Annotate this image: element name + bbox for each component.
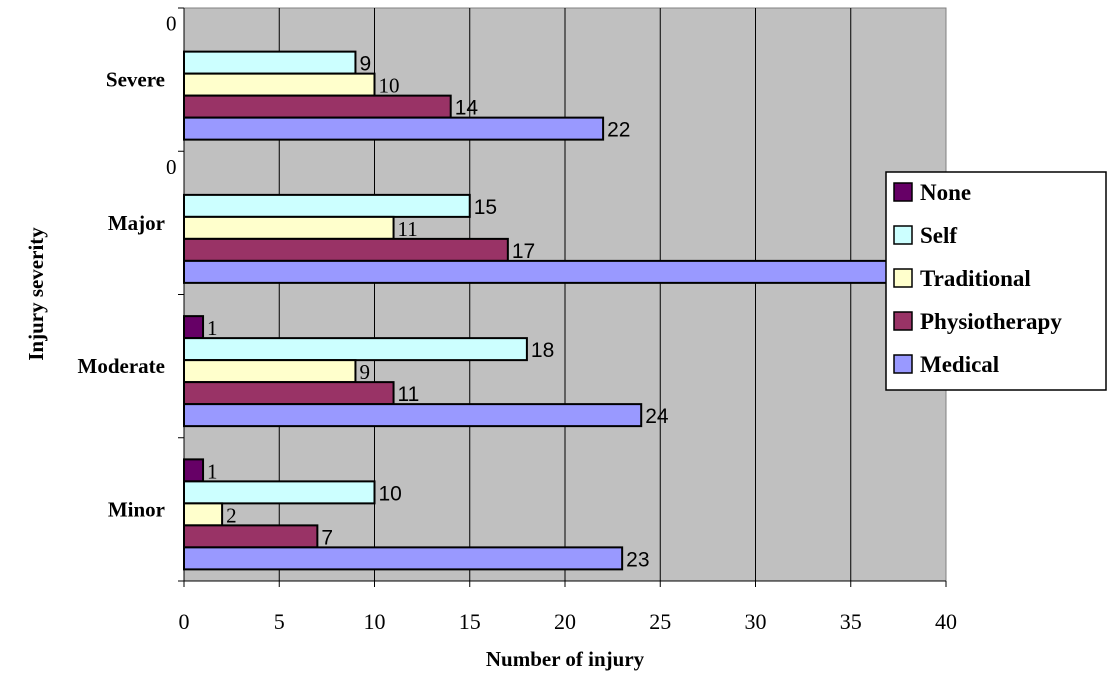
y-axis-title: Injury severity	[24, 227, 48, 361]
bar-none-moderate	[183, 315, 205, 340]
bar-self-severe	[183, 50, 357, 75]
bar-traditional-moderate	[183, 359, 357, 384]
axes	[183, 8, 946, 582]
data-label: 11	[398, 217, 418, 241]
bar-medical-moderate	[183, 403, 643, 428]
legend: None Self Traditional Physiotherapy Medical	[885, 171, 1107, 391]
x-tick-label: 5	[274, 609, 285, 634]
data-label: 15	[474, 196, 497, 219]
data-label: 1	[207, 316, 218, 340]
x-axis-title: Number of injury	[486, 647, 645, 671]
data-label: 1	[207, 459, 218, 483]
legend-swatch-traditional	[893, 268, 913, 288]
x-tick-labels: 0 5 10 15 20 25 30 35 40	[179, 609, 958, 634]
x-tick-label: 35	[840, 609, 862, 634]
bar-self-moderate	[183, 337, 528, 362]
data-labels: 11027231189112401511173809101422	[166, 12, 935, 572]
bar-medical-major	[183, 259, 909, 284]
category-label-minor: Minor	[108, 497, 165, 521]
bar-self-minor	[183, 480, 376, 505]
category-label-major: Major	[108, 211, 165, 235]
x-tick-label: 30	[745, 609, 767, 634]
legend-box	[885, 171, 1107, 391]
data-label: 17	[512, 240, 535, 263]
x-tick-label: 20	[554, 609, 576, 634]
bar-none-minor	[183, 458, 205, 483]
data-label: 0	[166, 155, 177, 179]
data-label: 14	[455, 97, 479, 120]
bar-medical-severe	[183, 116, 605, 141]
legend-swatch-physiotherapy	[893, 311, 913, 331]
bar-physiotherapy-major	[183, 237, 509, 262]
legend-label-none: None	[920, 180, 971, 205]
data-label: 23	[626, 548, 649, 571]
x-tick-label: 0	[179, 609, 190, 634]
data-label: 9	[359, 360, 370, 384]
legend-label-physiotherapy: Physiotherapy	[920, 309, 1062, 334]
bar-physiotherapy-minor	[183, 524, 319, 549]
data-label: 22	[607, 119, 630, 142]
bar-physiotherapy-moderate	[183, 381, 395, 406]
data-label: 0	[166, 12, 177, 36]
bar-physiotherapy-severe	[183, 94, 452, 119]
x-tick-label: 10	[364, 609, 386, 634]
data-label: 11	[398, 383, 420, 406]
x-tick-label: 15	[459, 609, 481, 634]
category-label-severe: Severe	[106, 68, 165, 92]
data-label: 7	[321, 526, 333, 549]
category-label-moderate: Moderate	[78, 354, 165, 378]
legend-swatch-self	[893, 225, 913, 245]
bar-medical-minor	[183, 546, 624, 571]
data-label: 2	[226, 503, 237, 527]
bar-traditional-severe	[183, 72, 376, 97]
data-label: 9	[359, 53, 371, 76]
bars	[183, 50, 909, 571]
data-label: 10	[379, 482, 402, 505]
legend-label-self: Self	[920, 223, 957, 248]
data-label: 18	[531, 339, 554, 362]
x-tick-label: 40	[935, 609, 957, 634]
category-labels: Minor Moderate Major Severe	[78, 68, 165, 522]
bar-traditional-minor	[183, 502, 224, 527]
legend-label-medical: Medical	[920, 352, 999, 377]
legend-swatch-none	[893, 182, 913, 202]
legend-label-traditional: Traditional	[920, 266, 1031, 291]
data-label: 24	[645, 405, 669, 428]
bar-traditional-major	[183, 215, 395, 240]
x-tick-label: 25	[649, 609, 671, 634]
legend-swatch-medical	[893, 354, 913, 374]
data-label: 10	[379, 74, 400, 98]
bar-self-major	[183, 193, 471, 218]
